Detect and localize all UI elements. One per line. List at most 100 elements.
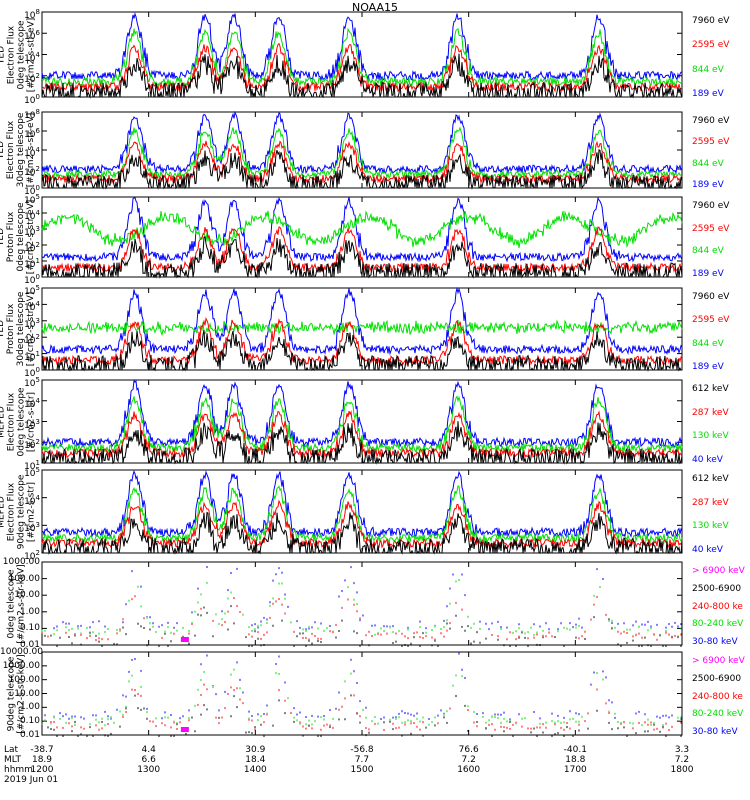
legend-entry: 189 eV — [692, 362, 724, 372]
series-red-trace — [41, 499, 683, 550]
y-tick-label: 108 — [24, 8, 40, 21]
legend-entry: 7960 eV — [692, 292, 730, 302]
y-tick-label: 104 — [24, 50, 40, 64]
legend-entry: 844 eV — [692, 158, 724, 169]
y-axis-title-line: Electron Flux — [6, 392, 16, 451]
y-axis-title: MEPED Electron Flux 0deg telescope [#/cm2-s… — [0, 380, 36, 463]
y-tick-label: 104 — [24, 146, 40, 159]
x-tick-label: 7.7 — [354, 755, 370, 765]
y-tick-label: 1.00 — [19, 702, 40, 713]
y-tick-label: 101 — [24, 257, 40, 270]
y-axis-title-line: [#/cm2-s-str-eV] — [26, 291, 36, 367]
y-tick-label: 100.00 — [8, 674, 41, 685]
legend-entry: 2500-6900 — [692, 583, 742, 594]
y-axis-title-line: Electron Flux — [6, 25, 16, 84]
y-tick-label: 102 — [24, 549, 40, 562]
y-axis-title-line: [#/cm2-s-str-keV] — [16, 653, 26, 734]
x-tick-label: 6.6 — [141, 755, 156, 765]
y-tick-label: 10.00 — [14, 688, 40, 699]
x-tick-label: 1400 — [243, 765, 267, 775]
y-axis-title-line: MEPED — [0, 495, 6, 528]
x-tick-label: -40.1 — [563, 745, 587, 755]
y-tick-label: 1000.00 — [2, 557, 40, 567]
date-label: 2019 Jun 01 — [4, 775, 59, 785]
legend-entry: 130 keV — [692, 431, 729, 442]
x-tick-label: 18.4 — [245, 755, 266, 765]
y-axis-title: TED Electron Flux 0deg telescope [#/cm2-s-s… — [0, 12, 36, 97]
y-tick-label: 104 — [24, 493, 40, 507]
series-black-trace — [41, 694, 682, 737]
y-tick-label: 103 — [24, 417, 40, 431]
x-tick-label: -38.7 — [30, 745, 54, 755]
x-row-label: Lat — [4, 745, 19, 755]
y-tick-label: 104 — [24, 396, 40, 410]
y-tick-label: 102 — [24, 241, 40, 254]
y-tick-label: 102 — [24, 438, 40, 452]
y-tick-label: 105 — [24, 376, 40, 389]
x-tick-label: 3.3 — [674, 745, 690, 755]
y-axis-title-line: 30deg telescope — [16, 291, 26, 367]
legend-entry: 240-800 ke — [692, 691, 743, 702]
y-axis-title-line: Electron Flux — [6, 120, 16, 180]
series-blue-trace — [53, 566, 682, 631]
legend-entry: 80-240 keV — [692, 709, 744, 720]
legend-entry: 240-800 ke — [692, 601, 743, 612]
y-tick-label: 101 — [24, 349, 40, 363]
y-axis-title: 0deg telescope [#/cm2-s-str-keV] — [6, 562, 26, 645]
legend-entry: 7960 eV — [692, 201, 730, 211]
x-tick-label: 1700 — [563, 765, 587, 775]
x-tick-label: 1200 — [30, 765, 54, 775]
x-tick-label: 1500 — [350, 765, 374, 775]
y-axis-title-line: Electron Flux — [6, 482, 16, 541]
y-axis-title-line: 90deg telescope — [6, 656, 16, 731]
y-tick-label: 104 — [24, 209, 40, 222]
legend-entry: 30-80 keV — [692, 727, 738, 737]
y-tick-label: 100 — [24, 184, 40, 197]
y-tick-label: 101 — [24, 459, 40, 472]
y-axis-title-line: 0deg telescope — [16, 202, 26, 272]
legend-entry: 2595 eV — [692, 223, 730, 234]
legend-entry: 844 eV — [692, 338, 724, 349]
y-tick-label: 105 — [24, 193, 40, 206]
legend-entry: > 6900 keV — [692, 656, 745, 666]
x-tick-label: 1300 — [137, 765, 161, 775]
series-red-trace — [41, 316, 683, 367]
x-tick-label: -56.8 — [350, 745, 374, 755]
y-axis-title: TED Proton Flux 0deg telescope [#/cm2-s-str… — [0, 197, 36, 277]
y-axis-title-line: Proton Flux — [6, 211, 16, 263]
x-tick-label: 4.4 — [141, 745, 156, 755]
x-tick-label: 7.2 — [674, 755, 690, 765]
legend-entry: 2595 eV — [692, 315, 730, 326]
y-axis-title-line: [#/cm2-s-str-eV] — [26, 17, 36, 92]
legend-entry: 7960 eV — [692, 116, 730, 126]
series-green-trace — [41, 579, 682, 637]
x-tick-label: 76.6 — [458, 745, 479, 755]
series-blue-trace — [44, 652, 682, 721]
y-axis-title: TED Proton Flux 30deg telescope [#/cm2-s-st… — [0, 288, 36, 370]
y-tick-label: 10.00 — [14, 590, 40, 601]
legend-entry: 844 eV — [692, 64, 724, 75]
legend-entry: 2500-6900 — [692, 673, 742, 684]
panel-frame — [41, 561, 683, 646]
series-blue-trace — [41, 286, 683, 356]
y-axis-title-line: 0deg telescope — [6, 568, 16, 639]
series-black-trace — [41, 329, 682, 372]
y-tick-label: 0.10 — [19, 716, 40, 727]
x-row-label: hhmm — [4, 765, 33, 775]
plot-title: NOAA15 — [351, 1, 399, 14]
y-tick-label: 104 — [24, 300, 40, 314]
legend-entry: 189 eV — [692, 180, 724, 190]
series-blue-trace — [41, 196, 683, 263]
series-green-trace — [41, 668, 682, 727]
series-blue-trace — [41, 379, 683, 449]
x-tick-label: 30.9 — [245, 745, 266, 755]
legend-entry: 844 eV — [692, 246, 724, 257]
y-axis-title-line: 0deg telescope — [16, 386, 26, 457]
series-red-trace — [41, 595, 682, 642]
x-tick-label: 18.9 — [31, 755, 53, 765]
y-tick-label: 100 — [24, 366, 40, 379]
series-green-trace — [41, 126, 683, 180]
x-tick-label: 7.2 — [461, 755, 476, 765]
y-tick-label: 100 — [24, 273, 40, 286]
